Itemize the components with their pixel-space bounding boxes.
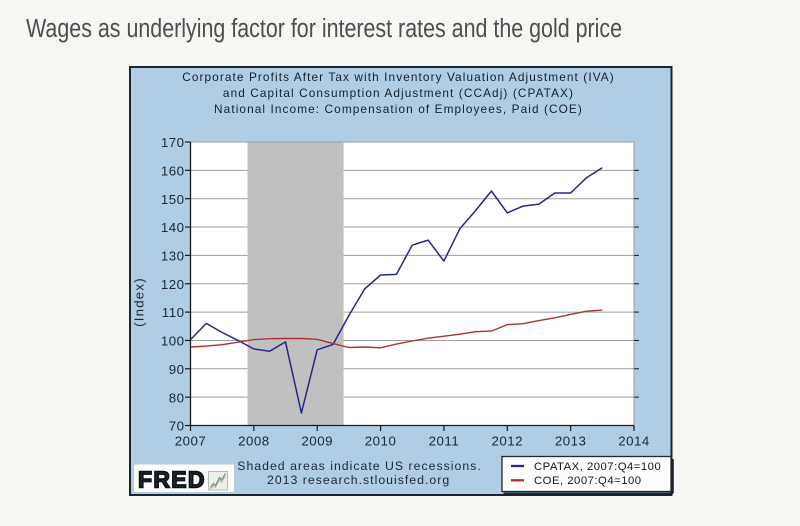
svg-text:170: 170 xyxy=(161,135,185,150)
svg-text:2008: 2008 xyxy=(238,434,270,449)
svg-text:80: 80 xyxy=(169,390,185,405)
svg-text:2009: 2009 xyxy=(301,434,333,449)
svg-text:2013 research.stlouisfed.org: 2013 research.stlouisfed.org xyxy=(267,473,450,487)
svg-text:120: 120 xyxy=(161,277,185,292)
svg-text:2014: 2014 xyxy=(618,434,650,449)
svg-text:100: 100 xyxy=(161,334,185,349)
svg-text:CPATAX, 2007:Q4=100: CPATAX, 2007:Q4=100 xyxy=(534,461,661,473)
svg-text:2013: 2013 xyxy=(555,434,587,449)
svg-text:70: 70 xyxy=(169,419,185,434)
svg-text:2010: 2010 xyxy=(365,434,397,449)
svg-text:2012: 2012 xyxy=(491,434,523,449)
svg-text:Shaded areas indicate US reces: Shaded areas indicate US recessions. xyxy=(237,459,481,473)
svg-text:130: 130 xyxy=(161,249,185,264)
svg-text:140: 140 xyxy=(161,220,185,235)
svg-text:110: 110 xyxy=(162,305,185,320)
svg-text:2007: 2007 xyxy=(175,434,207,449)
svg-text:90: 90 xyxy=(169,362,185,377)
svg-text:2011: 2011 xyxy=(429,434,460,449)
svg-text:160: 160 xyxy=(161,163,185,178)
svg-text:(Index): (Index) xyxy=(132,277,147,327)
svg-text:FRED: FRED xyxy=(138,467,206,493)
svg-text:and Capital Consumption Adjust: and Capital Consumption Adjustment (CCAd… xyxy=(223,86,574,100)
svg-text:COE, 2007:Q4=100: COE, 2007:Q4=100 xyxy=(534,475,642,487)
svg-text:150: 150 xyxy=(161,192,185,207)
svg-text:National Income: Compensation: National Income: Compensation of Employe… xyxy=(214,102,583,116)
svg-text:Corporate Profits After Tax wi: Corporate Profits After Tax with Invento… xyxy=(182,70,615,84)
